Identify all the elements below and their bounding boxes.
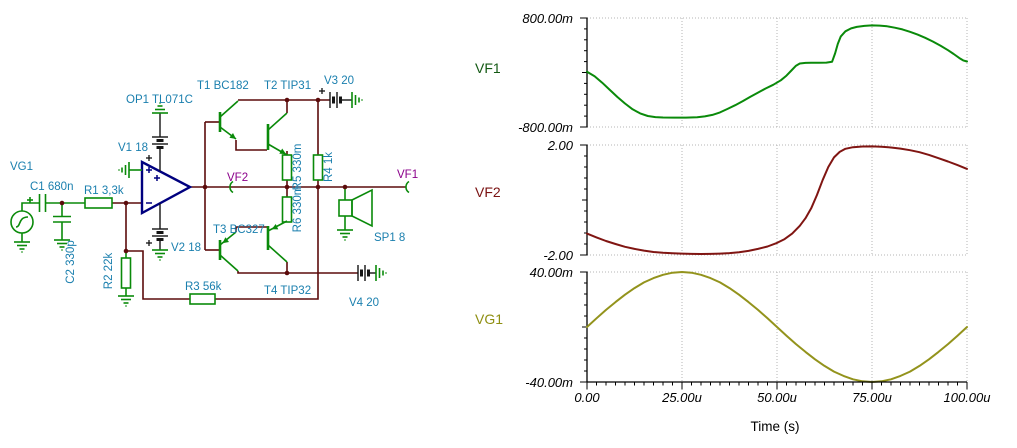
label-v1: V1 18 xyxy=(118,142,148,154)
ytick-vf2-min: -2.00 xyxy=(543,248,573,263)
curve-label-vf2: VF2 xyxy=(475,184,501,200)
label-sp1: SP1 8 xyxy=(374,232,405,244)
label-vf1-pin: VF1 xyxy=(397,169,418,181)
plus-mark xyxy=(146,240,152,246)
xtick-25u: 25.00u xyxy=(662,390,702,405)
label-t3: T3 BC327 xyxy=(213,224,265,236)
label-t1: T1 BC182 xyxy=(197,80,249,92)
transistor-t4 xyxy=(266,220,288,263)
resistor-r5 xyxy=(281,154,293,181)
plus-mark xyxy=(27,197,33,203)
ytick-vg1-min: -40.00m xyxy=(525,375,573,390)
chart-canvas xyxy=(580,17,968,390)
xtick-0: 0.00 xyxy=(574,390,600,405)
transistor-t2 xyxy=(266,112,288,156)
battery-v3 xyxy=(319,88,363,110)
generator-vg1 xyxy=(10,197,39,253)
x-axis-title: Time (s) xyxy=(750,419,800,434)
resistor-r6 xyxy=(281,196,293,223)
vf2-curve xyxy=(586,145,968,255)
xtick-75u: 75.00u xyxy=(852,390,892,405)
label-r1: R1 3,3k xyxy=(84,185,124,197)
resistor-r3 xyxy=(189,293,216,305)
wires xyxy=(112,99,406,300)
opamp-op1 xyxy=(118,160,193,216)
label-c2: C2 330p xyxy=(65,240,77,283)
label-v3: V3 20 xyxy=(324,75,354,87)
curve-label-vf1: VF1 xyxy=(475,60,501,76)
probe-vf1 xyxy=(405,180,410,194)
ytick-vf2-max: 2.00 xyxy=(547,138,573,153)
circuit-schematic: VG1 C1 680n C2 330p R1 3,3k R2 22k R3 56… xyxy=(10,75,418,309)
vf1-curve xyxy=(586,24,968,119)
transistor-t1 xyxy=(218,100,239,140)
junction-dots xyxy=(59,97,348,276)
label-t2: T2 TIP31 xyxy=(264,80,311,92)
battery-v4 xyxy=(356,263,387,283)
label-r6: R6 330m xyxy=(292,186,304,233)
resistor-r4 xyxy=(312,154,324,181)
plus-mark xyxy=(146,155,152,161)
vg1-curve xyxy=(586,271,968,383)
label-op1: OP1 TL071C xyxy=(126,94,193,106)
curve-label-vg1: VG1 xyxy=(475,311,504,327)
ytick-vf1-min: -800.00m xyxy=(518,120,573,135)
label-c1: C1 680n xyxy=(30,181,73,193)
label-r4: R4 1k xyxy=(323,152,335,182)
speaker-sp1 xyxy=(336,187,373,241)
capacitor-c2 xyxy=(53,203,71,251)
probe-vf2 xyxy=(229,180,234,194)
label-r3: R3 56k xyxy=(185,281,222,293)
battery-v1 xyxy=(146,102,170,171)
plus-mark xyxy=(319,88,325,94)
ytick-vg1-max: 40.00m xyxy=(529,265,573,280)
label-vf2-pin: VF2 xyxy=(227,172,248,184)
waveform-plot-panel: VF1 VF2 VG1 800.00m -800.00m 2.00 -2.00 … xyxy=(460,0,1017,448)
label-v4: V4 20 xyxy=(349,297,379,309)
battery-v2 xyxy=(146,203,170,261)
label-vg1: VG1 xyxy=(10,161,33,173)
resistor-r2 xyxy=(117,251,135,307)
transistor-t3 xyxy=(218,231,239,272)
label-r5: R5 330m xyxy=(292,144,304,191)
resistor-r1 xyxy=(84,197,113,209)
capacitor-c1 xyxy=(38,194,85,212)
xtick-50u: 50.00u xyxy=(757,390,797,405)
label-v2: V2 18 xyxy=(171,242,201,254)
xtick-100u: 100.00u xyxy=(943,390,991,405)
ytick-vf1-max: 800.00m xyxy=(522,11,573,26)
label-t4: T4 TIP32 xyxy=(264,285,311,297)
label-r2: R2 22k xyxy=(103,253,115,290)
